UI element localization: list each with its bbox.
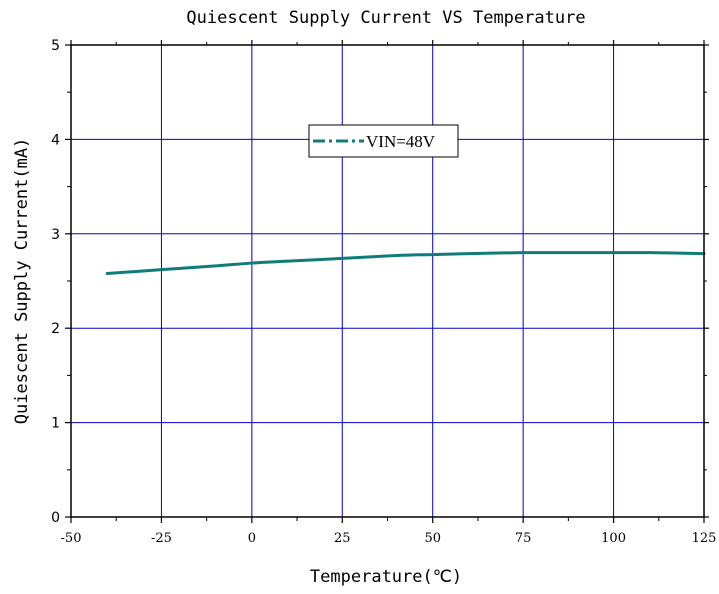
grid	[71, 45, 704, 517]
plot-frame	[70, 44, 705, 518]
y-tick-label: 4	[51, 132, 60, 148]
series-layer	[105, 251, 706, 275]
y-tick-label: 0	[51, 510, 60, 526]
y-tick-label: 1	[51, 416, 60, 432]
x-tick-label: 125	[692, 531, 717, 546]
series-line-0	[105, 251, 706, 275]
x-axis-label: Temperature(℃)	[310, 567, 462, 587]
x-tick-label: -50	[61, 531, 82, 546]
x-tick-label: 25	[334, 531, 351, 546]
y-tick-label: 5	[51, 38, 60, 54]
x-tick-label: 0	[248, 531, 256, 546]
legend: VIN=48V	[308, 124, 459, 158]
legend-box	[308, 124, 459, 158]
y-axis-label: Quiescent Supply Current(mA)	[12, 138, 32, 425]
x-tick-label: 50	[424, 531, 441, 546]
x-tick-label: 75	[515, 531, 532, 546]
y-tick-label: 2	[51, 321, 60, 337]
y-axis-ticks: 0 1 2 3 4 5	[51, 38, 709, 526]
legend-label: VIN=48V	[366, 132, 436, 151]
x-axis-ticks: -50 -25 0 25 50 75 100 125	[61, 40, 717, 546]
y-tick-label: 3	[51, 227, 60, 243]
x-tick-label: -25	[151, 531, 172, 546]
x-tick-label: 100	[601, 531, 626, 546]
axes	[70, 44, 705, 518]
chart-title: Quiescent Supply Current VS Temperature	[186, 8, 585, 28]
